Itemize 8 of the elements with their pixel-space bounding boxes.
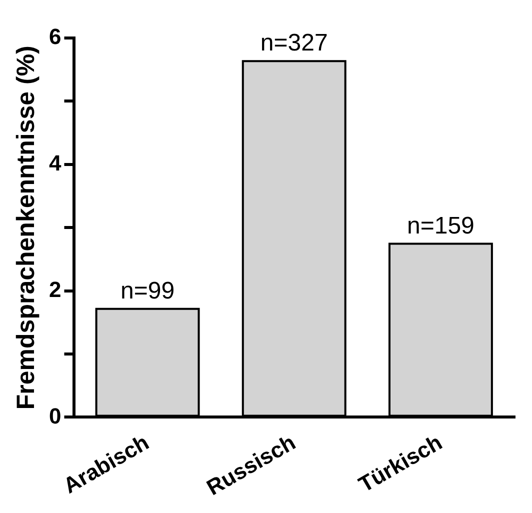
y-tick-label: 4 bbox=[48, 150, 62, 176]
annotation: n=327 bbox=[260, 30, 328, 57]
y-tick-label: 2 bbox=[48, 276, 62, 302]
y-tick-label: 0 bbox=[48, 403, 62, 428]
y-tick-label: 6 bbox=[48, 24, 62, 50]
annotation: n=99 bbox=[120, 278, 175, 305]
annotation: n=159 bbox=[407, 212, 474, 240]
y-axis-title: Fremdsprachenkenntnisse (%) bbox=[12, 46, 40, 410]
